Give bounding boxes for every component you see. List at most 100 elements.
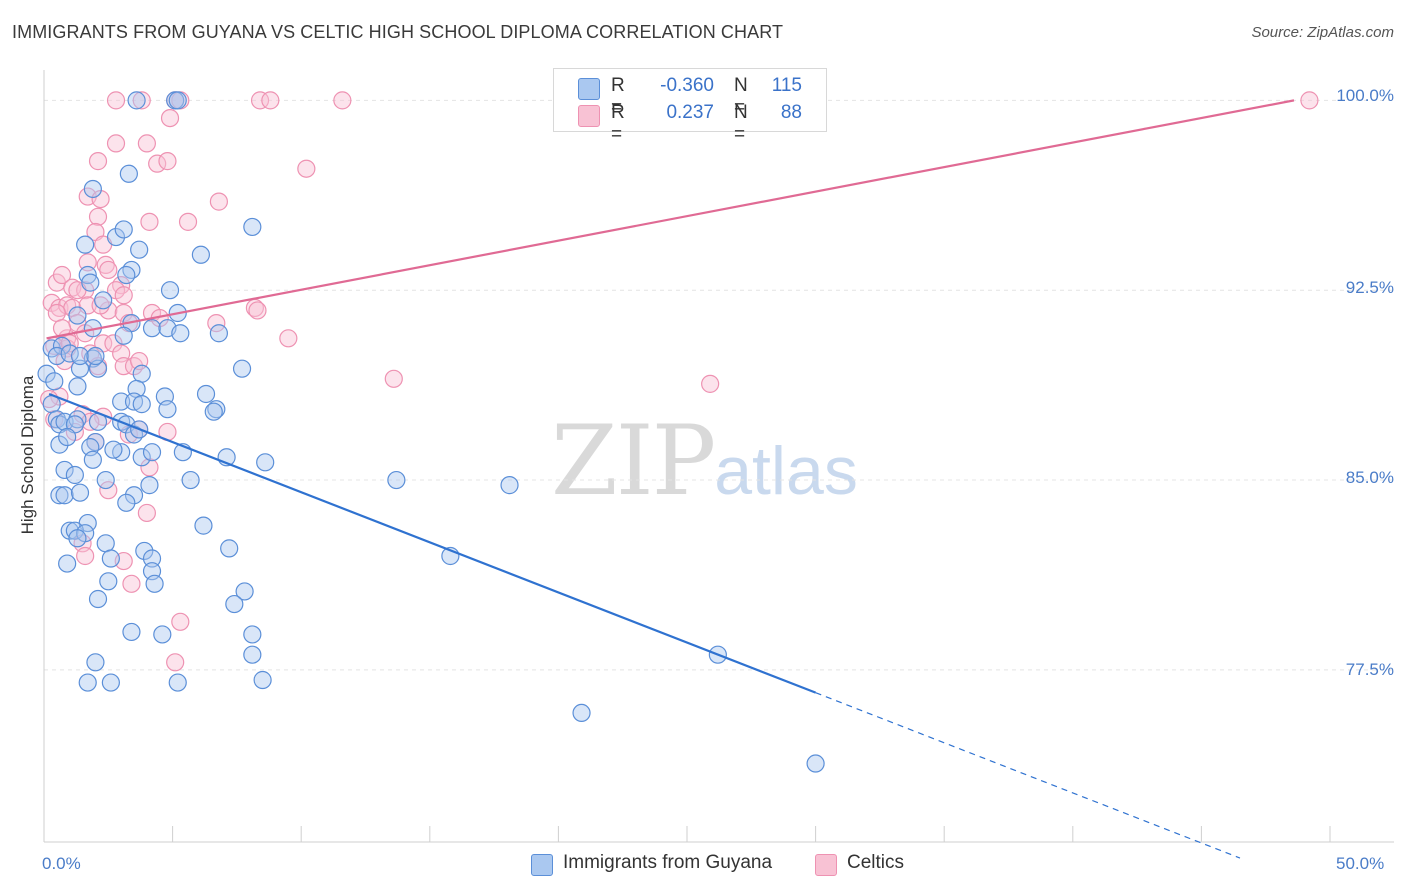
guyana-point [76,235,95,254]
chart-source: Source: ZipAtlas.com [1251,24,1394,41]
guyana-point [243,645,262,664]
bottom-legend-swatch-pink [815,854,837,876]
guyana-point [142,549,162,568]
guyana-point [104,440,123,459]
celtics-point [76,546,95,566]
guyana-point [101,673,120,692]
guyana-point [83,450,102,469]
bottom-legend-swatch-blue [531,854,553,876]
celtics-point [384,369,403,388]
guyana-point [101,549,120,568]
y-tick-label: 77.5% [1345,660,1394,679]
guyana-point [232,359,252,378]
guyana-point [135,541,154,561]
celtics-point [1300,91,1319,110]
guyana-point [55,486,74,505]
guyana-point [65,465,84,485]
legend-swatch-pink [578,105,600,127]
guyana-point [83,179,102,199]
guyana-point [86,346,105,366]
guyana-point [572,703,591,723]
legend-r-label: R = [611,102,625,145]
guyana-point [58,427,77,447]
watermark: ZIPatlas [551,405,858,517]
y-axis-label: High School Diploma [18,375,37,535]
guyana-point [127,91,146,110]
guyana-point [253,670,272,690]
guyana-point [68,377,87,396]
guyana-point [52,336,72,355]
chart-title: IMMIGRANTS FROM GUYANA VS CELTIC HIGH SC… [12,22,784,42]
guyana-point [243,625,262,644]
guyana-point [68,410,87,429]
celtics-point [47,303,66,323]
guyana-point [55,460,74,480]
guyana-point [225,594,244,614]
celtics-point [122,574,141,593]
guyana-point [243,217,262,237]
guyana-point [387,470,406,490]
legend-r-value: 0.237 [666,102,714,123]
guyana-point [86,432,105,452]
celtics-point [114,286,133,305]
guyana-point [132,395,151,414]
guyana-point [124,486,144,505]
guyana-point [78,673,97,692]
guyana-point [112,392,131,411]
guyana-point [196,384,216,404]
legend-r-label: R = [611,75,625,118]
guyana-point [171,324,190,343]
guyana-point [86,653,105,672]
guyana-point [194,516,213,535]
celtics-point [104,334,123,353]
guyana-point [168,91,187,110]
celtics-point [137,503,156,523]
guyana-point [235,582,254,601]
celtics-point [91,296,110,315]
guyana-point [94,291,113,310]
guyana-point [145,574,164,593]
legend-r-value: -0.360 [660,75,714,96]
guyana-point [130,240,149,259]
celtics-trend-line [46,99,1295,340]
guyana-point [117,265,136,285]
celtics-point [124,357,144,376]
guyana-point [81,273,100,292]
y-tick-label: 100.0% [1336,86,1394,105]
legend-n-value: 88 [780,102,802,123]
guyana-point [168,673,187,692]
celtics-point [73,405,92,424]
celtics-point [96,255,115,274]
celtics-point [52,319,72,338]
guyana-point [122,260,141,280]
guyana-point [96,470,115,490]
legend-box: R = -0.360 N = 115 R = 0.237 N = 88 [553,68,827,145]
guyana-point [500,476,519,495]
bottom-legend-label: Immigrants from Guyana [563,852,773,873]
celtics-point [114,303,133,323]
guyana-point [122,622,141,642]
celtics-point [88,207,108,226]
legend-n-value: 115 [771,75,802,96]
guyana-point [60,521,79,540]
y-tick-label: 92.5% [1345,278,1394,297]
guyana-point [106,227,126,247]
guyana-point [160,281,180,300]
celtics-point [209,192,228,211]
y-tick-label: 85.0% [1345,468,1394,487]
x-tick-label: 50.0% [1336,854,1385,873]
guyana-point [220,539,239,558]
guyana-point [96,534,115,553]
guyana-trend-extension [815,692,1241,859]
guyana-point [256,453,275,472]
guyana-point [140,476,159,495]
celtics-point [279,329,298,348]
watermark-atlas: atlas [714,433,858,509]
guyana-point [37,364,56,383]
guyana-point [50,435,69,454]
celtics-point [171,612,190,631]
celtics-point [166,653,185,672]
celtics-point [132,91,151,110]
guyana-point [70,359,90,378]
celtics-point [333,91,352,110]
